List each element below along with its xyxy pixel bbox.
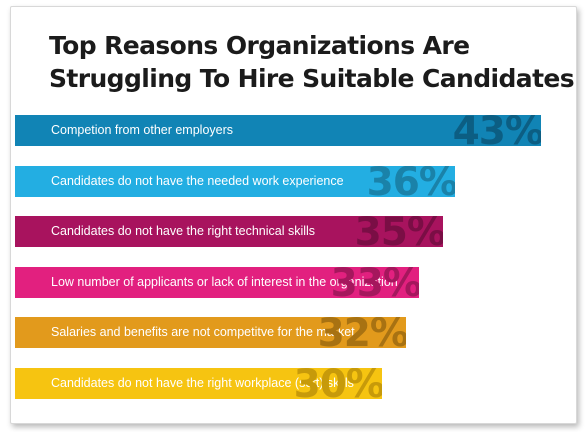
infographic-card: Top Reasons Organizations Are Struggling… [10,6,577,424]
chart-title: Top Reasons Organizations Are Struggling… [49,29,575,95]
bar-label: Candidates do not have the right technic… [51,224,316,238]
bar-1: Competion from other employers 43% [15,115,541,146]
bar-label: Salaries and benefits are not competitve… [51,325,355,339]
chart-title-line-1: Top Reasons Organizations Are [49,31,470,60]
horizontal-bar-chart: Competion from other employers 43% Candida… [15,7,576,423]
bar-label: Low number of applicants or lack of inte… [51,274,398,289]
bar-2: Candidates do not have the needed work e… [15,165,455,197]
bar-label: Candidates do not have the needed work e… [51,173,344,188]
bar-label: Candidates do not have the right workpla… [51,375,354,390]
chart-title-line-2: Struggling To Hire Suitable Candidates [49,64,575,93]
bar-value-label: 36% [366,165,455,197]
bar-value-label: 33% [330,266,419,298]
bar-value-label: 35% [354,216,443,247]
bar-label: Competion from other employers [51,123,234,137]
bar-5: Salaries and benefits are not competitve… [15,317,406,348]
bar-6: Candidates do not have the right workpla… [15,367,382,399]
bar-value-label: 30% [293,367,382,399]
bar-4: Low number of applicants or lack of inte… [15,266,419,298]
bar-value-label: 32% [317,317,406,348]
bar-value-label: 43% [452,115,541,146]
bar-3: Candidates do not have the right technic… [15,216,443,247]
